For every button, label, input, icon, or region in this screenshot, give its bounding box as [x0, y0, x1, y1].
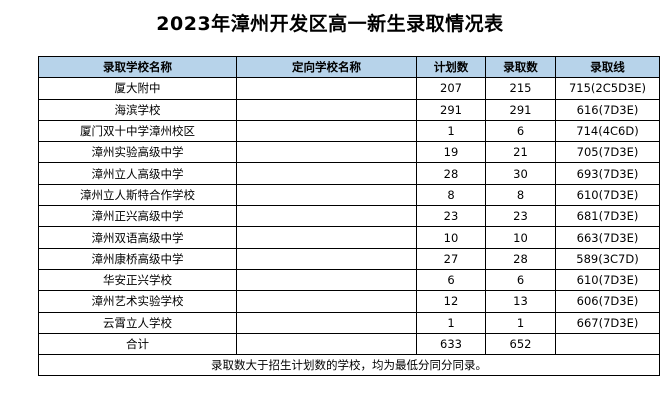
cell-cutoff: 705(7D3E)	[555, 141, 660, 164]
table-row: 漳州立人高级中学 28 30 693(7D3E)	[38, 162, 660, 185]
cell-target-school	[236, 205, 417, 228]
column-header-plan: 计划数	[416, 55, 486, 79]
table-header-row: 录取学校名称 定向学校名称 计划数 录取数 录取线	[38, 55, 660, 79]
cell-cutoff: 610(7D3E)	[555, 183, 660, 207]
table-row: 厦大附中 207 215 715(2C5D3E)	[38, 77, 660, 100]
cell-admitted: 6	[485, 119, 556, 143]
cell-plan: 1	[416, 311, 486, 334]
table-row: 厦门双十中学漳州校区 1 6 714(4C6D)	[38, 119, 660, 143]
cell-plan: 291	[416, 98, 486, 121]
cell-target-school	[236, 268, 417, 292]
cell-school: 海滨学校	[38, 98, 237, 121]
cell-plan: 10	[416, 226, 486, 249]
total-cutoff	[555, 332, 660, 356]
cell-plan: 28	[416, 162, 486, 185]
column-header-school: 录取学校名称	[38, 55, 237, 79]
column-header-target-school: 定向学校名称	[236, 55, 417, 79]
cell-admitted: 23	[485, 205, 556, 228]
cell-plan: 23	[416, 205, 486, 228]
cell-admitted: 30	[485, 162, 556, 185]
cell-plan: 8	[416, 183, 486, 207]
total-plan: 633	[416, 332, 486, 356]
cell-school: 华安正兴学校	[38, 268, 237, 292]
cell-plan: 27	[416, 247, 486, 270]
footnote: 录取数大于招生计划数的学校，均为最低分同分同录。	[38, 354, 660, 377]
cell-school: 漳州双语高级中学	[38, 226, 237, 249]
cell-target-school	[236, 311, 417, 334]
cell-admitted: 1	[485, 311, 556, 334]
table-row: 华安正兴学校 6 6 610(7D3E)	[38, 268, 660, 292]
cell-cutoff: 714(4C6D)	[555, 119, 660, 143]
cell-plan: 12	[416, 290, 486, 313]
table-row: 漳州立人斯特合作学校 8 8 610(7D3E)	[38, 183, 660, 207]
table-row: 海滨学校 291 291 616(7D3E)	[38, 98, 660, 121]
cell-admitted: 8	[485, 183, 556, 207]
cell-admitted: 215	[485, 77, 556, 100]
table-row: 漳州艺术实验学校 12 13 606(7D3E)	[38, 290, 660, 313]
cell-cutoff: 663(7D3E)	[555, 226, 660, 249]
cell-target-school	[236, 141, 417, 164]
table-row: 漳州康桥高级中学 27 28 589(3C7D)	[38, 247, 660, 270]
cell-school: 漳州正兴高级中学	[38, 205, 237, 228]
cell-school: 漳州康桥高级中学	[38, 247, 237, 270]
cell-plan: 207	[416, 77, 486, 100]
table-row: 漳州正兴高级中学 23 23 681(7D3E)	[38, 205, 660, 228]
column-header-cutoff: 录取线	[555, 55, 660, 79]
total-admitted: 652	[485, 332, 556, 356]
cell-plan: 19	[416, 141, 486, 164]
cell-target-school	[236, 77, 417, 100]
cell-target-school	[236, 247, 417, 270]
page-title: 2023年漳州开发区高一新生录取情况表	[156, 13, 504, 35]
cell-school: 厦门双十中学漳州校区	[38, 119, 237, 143]
cell-cutoff: 616(7D3E)	[555, 98, 660, 121]
table-row: 漳州双语高级中学 10 10 663(7D3E)	[38, 226, 660, 249]
cell-admitted: 28	[485, 247, 556, 270]
cell-cutoff: 606(7D3E)	[555, 290, 660, 313]
cell-target-school	[236, 98, 417, 121]
cell-plan: 1	[416, 119, 486, 143]
cell-school: 漳州立人斯特合作学校	[38, 183, 237, 207]
cell-school: 漳州实验高级中学	[38, 141, 237, 164]
footnote-row: 录取数大于招生计划数的学校，均为最低分同分同录。	[38, 354, 660, 377]
cell-admitted: 21	[485, 141, 556, 164]
total-row: 合计 633 652	[38, 332, 660, 356]
cell-plan: 6	[416, 268, 486, 292]
cell-admitted: 6	[485, 268, 556, 292]
total-target	[236, 332, 417, 356]
table-row: 云霄立人学校 1 1 667(7D3E)	[38, 311, 660, 334]
column-header-admitted: 录取数	[485, 55, 556, 79]
cell-school: 云霄立人学校	[38, 311, 237, 334]
cell-admitted: 10	[485, 226, 556, 249]
admission-table: 录取学校名称 定向学校名称 计划数 录取数 录取线 厦大附中 207 215 715(…	[38, 55, 660, 377]
cell-target-school	[236, 183, 417, 207]
table-row: 漳州实验高级中学 19 21 705(7D3E)	[38, 141, 660, 164]
cell-school: 漳州艺术实验学校	[38, 290, 237, 313]
cell-cutoff: 715(2C5D3E)	[555, 77, 660, 100]
cell-cutoff: 681(7D3E)	[555, 205, 660, 228]
cell-admitted: 13	[485, 290, 556, 313]
cell-admitted: 291	[485, 98, 556, 121]
table-body: 厦大附中 207 215 715(2C5D3E) 海滨学校 291 291 616(7D3E)…	[38, 77, 660, 334]
cell-cutoff: 589(3C7D)	[555, 247, 660, 270]
cell-cutoff: 610(7D3E)	[555, 268, 660, 292]
cell-target-school	[236, 119, 417, 143]
cell-school: 漳州立人高级中学	[38, 162, 237, 185]
cell-target-school	[236, 290, 417, 313]
cell-target-school	[236, 226, 417, 249]
cell-cutoff: 667(7D3E)	[555, 311, 660, 334]
total-label: 合计	[38, 332, 237, 356]
cell-school: 厦大附中	[38, 77, 237, 100]
cell-cutoff: 693(7D3E)	[555, 162, 660, 185]
cell-target-school	[236, 162, 417, 185]
